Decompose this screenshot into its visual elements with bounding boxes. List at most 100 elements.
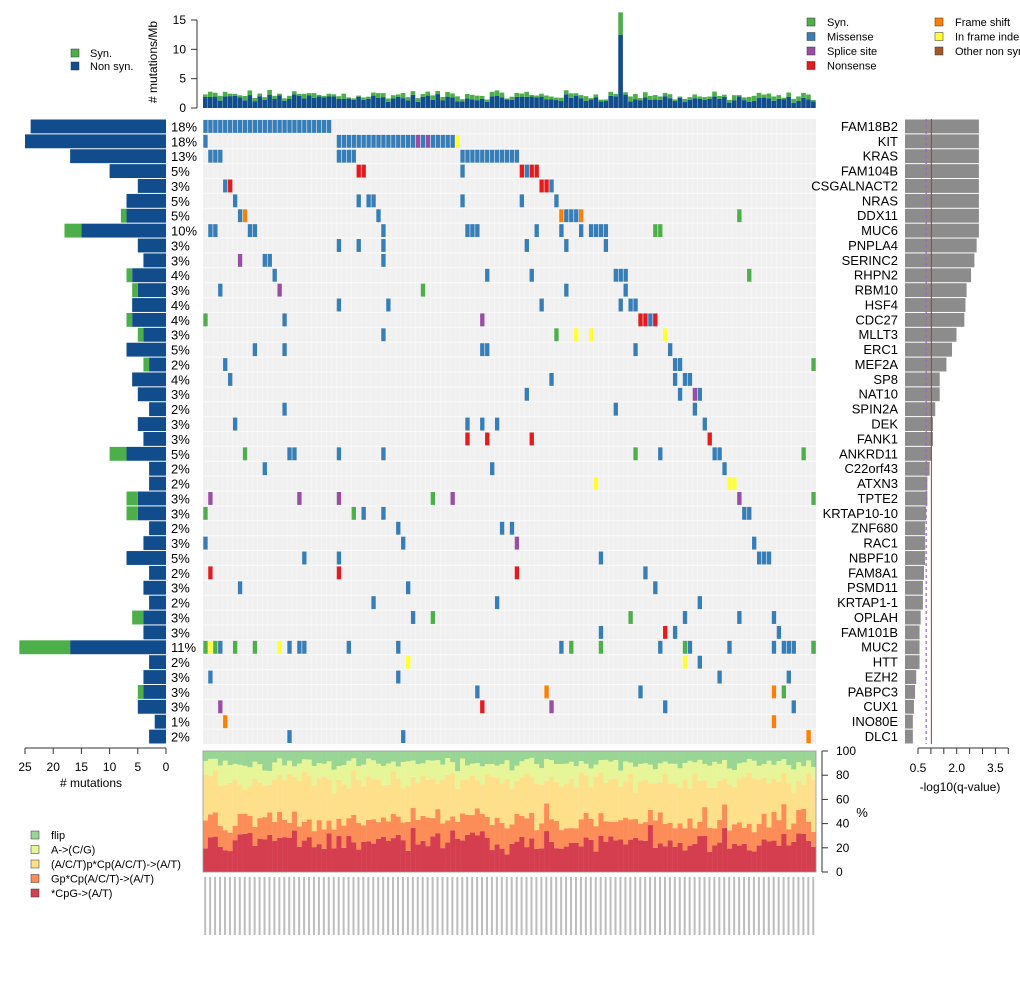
syn-rate-bar [267,89,272,95]
spectrum-segment [657,763,663,783]
mutation-cell [574,328,579,342]
gene-percent-label: 5% [171,164,190,179]
qvalue-bar [905,551,926,565]
spectrum-segment [203,761,209,775]
mutation-cell [509,149,515,163]
nonsyn-rate-bar [474,100,480,108]
nonsyn-rate-bar [628,101,633,108]
spectrum-segment [568,828,574,843]
spectrum-segment [563,828,570,847]
mutation-cell [242,120,248,133]
nonsyn-rate-bar [203,96,208,108]
syn-rate-bar [380,93,386,98]
sample-id-label [298,877,301,935]
syn-rate-bar [203,94,208,97]
spectrum-segment [613,759,619,779]
spectrum-segment [465,834,471,872]
mutation-cell [603,224,609,238]
nonsyn-rate-bar [257,96,263,108]
spectrum-segment [346,788,352,819]
legend-label: Splice site [827,46,877,58]
spectrum-segment [796,833,802,872]
spectrum-segment [608,821,614,837]
spectrum-segment [544,780,550,804]
sample-id-label [688,877,691,935]
syn-rate-bar [465,93,470,99]
spectrum-segment [336,779,342,819]
mutation-cell [475,685,480,699]
legend-label: Nonsense [827,61,877,73]
spectrum-segment [306,819,312,838]
spectrum-segment [415,764,421,784]
syn-count-bar [126,268,133,283]
spectrum-segment [296,781,303,827]
mutation-cell [643,566,648,580]
spectrum-segment [776,845,782,872]
mutation-cell [430,134,436,148]
sample-id-label [293,877,296,935]
nonsyn-count-bar [143,610,166,625]
sample-id-label [678,877,681,935]
mutation-rate-y-label: # mutations/Mb [146,21,160,103]
gene-percent-label: 2% [171,655,190,670]
spectrum-segment [628,762,634,774]
spectrum-segment [361,751,367,765]
sample-id-label [767,877,770,935]
mutation-cell [712,447,717,461]
spectrum-segment [628,839,634,872]
mutation-cell [475,224,480,238]
spectrum-segment [460,779,466,814]
syn-rate-bar [415,98,421,102]
spectrum-segment [291,830,298,872]
sample-id-label [416,877,419,935]
mutation-cell [771,640,777,654]
spectrum-segment [662,773,668,824]
mutation-cell [252,120,258,133]
spectrum-segment [628,773,634,820]
mutation-rate-bars [203,12,816,108]
qvalue-bar [905,238,977,253]
oncoplot-matrix [203,119,816,744]
spectrum-segment [707,751,713,766]
spectrum-segment [366,758,372,777]
spectrum-segment [761,763,767,778]
syn-rate-bar [534,95,539,98]
nonsyn-count-bar [132,372,166,387]
nonsyn-rate-bar [445,96,450,108]
spectrum-segment [692,751,698,763]
gene-count-x-axis: 25 20 15 10 5 0 [18,747,170,774]
mutation-cell [218,640,223,654]
spectrum-segment [514,780,520,814]
spectrum-segment [460,813,466,841]
sample-id-label [634,877,637,935]
mutation-cell [371,134,376,148]
mutation-spectrum-y-label: % [856,805,868,820]
spectrum-segment [465,779,471,815]
nonsyn-rate-bar [712,96,717,108]
spectrum-segment [311,831,317,848]
spectrum-segment [677,768,683,789]
spectrum-segment [662,846,668,872]
spectrum-segment [751,832,757,852]
syn-rate-bar [519,93,525,97]
spectrum-segment [232,751,238,764]
mutation-cell [682,640,688,654]
sample-id-label [802,877,805,935]
mutation-cell [435,134,440,148]
x-tick-label: 20 [47,760,61,774]
sample-id-label [570,877,573,935]
mutation-cell [569,640,574,654]
spectrum-segment [598,772,604,814]
spectrum-segment [272,840,278,872]
spectrum-segment [331,793,337,830]
spectrum-segment [563,783,570,829]
mutation-cell [791,640,796,654]
legend-swatch [934,46,944,56]
spectrum-segment [316,763,322,779]
spectrum-segment [361,825,367,842]
syn-count-bar [109,446,127,461]
nonsyn-rate-bar [346,98,352,108]
syn-rate-bar [504,98,510,100]
mutation-cell [282,120,287,133]
qvalue-bar [905,312,965,327]
